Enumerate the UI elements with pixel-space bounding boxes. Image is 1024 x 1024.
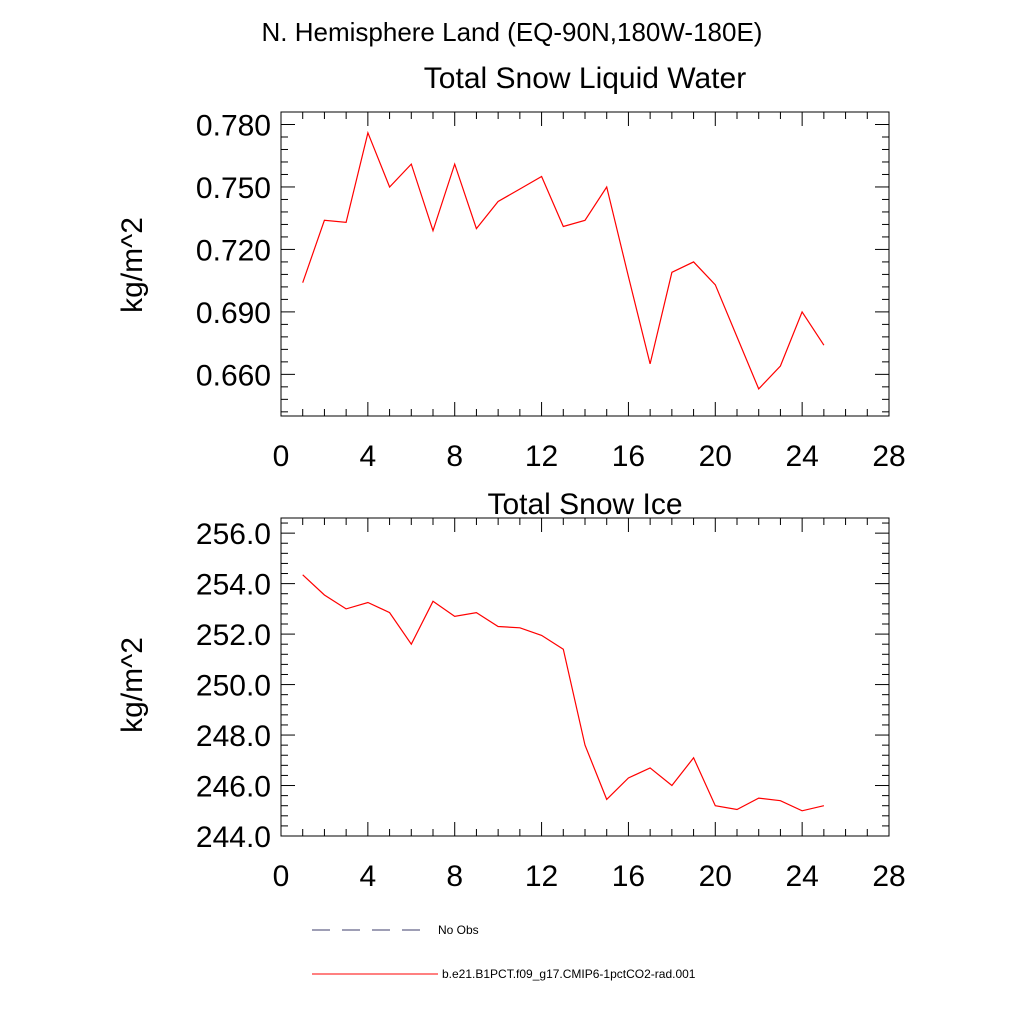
- x-tick-label: 28: [872, 440, 905, 473]
- y-axis-label: kg/m^2: [116, 217, 149, 313]
- y-tick-label: 254.0: [196, 569, 271, 602]
- legend: No Obs b.e21.B1PCT.f09_g17.CMIP6-1pctCO2…: [312, 923, 696, 981]
- series-line: [302, 574, 825, 812]
- legend-obs-label: No Obs: [438, 923, 479, 937]
- y-tick-label: 0.720: [196, 234, 271, 267]
- x-axis: 0 4 8 12 16 20 24 28: [273, 518, 906, 893]
- x-tick-label: 0: [273, 440, 290, 473]
- x-tick-label: 12: [525, 860, 558, 893]
- chart-panel-snow-liquid-water: Total Snow Liquid Water kg/m^2 0 4 8 12 16 20…: [116, 62, 906, 473]
- y-tick-label: 0.780: [196, 109, 271, 142]
- y-tick-label: 0.750: [196, 172, 271, 205]
- x-axis: 0 4 8 12 16 20 24 28: [273, 112, 906, 473]
- chart-title: Total Snow Liquid Water: [424, 62, 746, 95]
- x-tick-label: 8: [446, 440, 463, 473]
- chart-title: Total Snow Ice: [487, 488, 682, 521]
- plot-frame: [280, 517, 890, 837]
- y-tick-label: 248.0: [196, 720, 271, 753]
- y-tick-label: 0.660: [196, 359, 271, 392]
- x-tick-label: 24: [785, 440, 818, 473]
- y-axis: 244.0 246.0 248.0 250.0 252.0 254.0 256.0: [196, 518, 889, 854]
- y-tick-label: 252.0: [196, 619, 271, 652]
- x-tick-label: 0: [273, 860, 290, 893]
- y-axis-label: kg/m^2: [116, 637, 149, 733]
- series-group: [302, 574, 825, 812]
- x-tick-label: 24: [785, 860, 818, 893]
- chart-panel-snow-ice: Total Snow Ice kg/m^2 0 4 8 12 16 20 24 28 244.…: [116, 488, 906, 893]
- x-tick-label: 28: [872, 860, 905, 893]
- x-tick-label: 8: [446, 860, 463, 893]
- x-tick-label: 20: [699, 440, 732, 473]
- y-tick-label: 244.0: [196, 821, 271, 854]
- legend-model-label: b.e21.B1PCT.f09_g17.CMIP6-1pctCO2-rad.00…: [442, 967, 696, 981]
- x-tick-label: 16: [612, 860, 645, 893]
- x-tick-label: 4: [360, 440, 377, 473]
- page-title: N. Hemisphere Land (EQ-90N,180W-180E): [261, 17, 763, 47]
- y-tick-label: 250.0: [196, 670, 271, 703]
- series-group: [302, 130, 825, 390]
- y-axis: 0.660 0.690 0.720 0.750 0.780: [196, 109, 889, 413]
- x-tick-label: 12: [525, 440, 558, 473]
- x-tick-label: 4: [360, 860, 377, 893]
- series-line: [302, 130, 825, 390]
- y-tick-label: 0.690: [196, 297, 271, 330]
- x-tick-label: 20: [699, 860, 732, 893]
- plot-frame: [280, 111, 890, 417]
- y-tick-label: 256.0: [196, 518, 271, 551]
- x-tick-label: 16: [612, 440, 645, 473]
- y-tick-label: 246.0: [196, 771, 271, 804]
